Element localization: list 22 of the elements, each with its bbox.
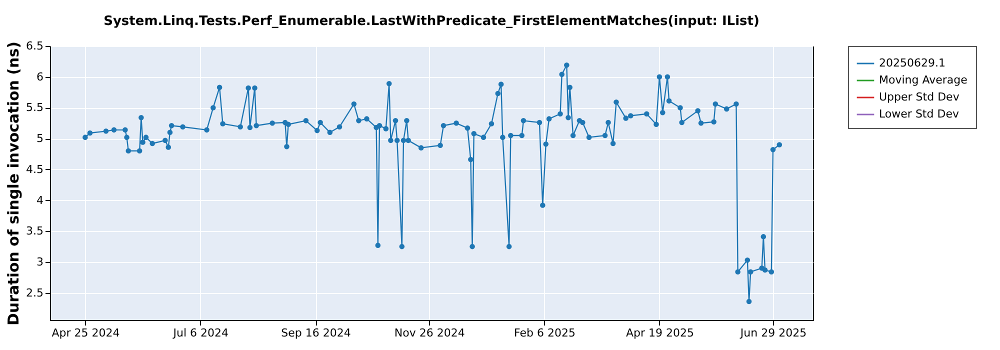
y-tick-label: 4.5 <box>26 162 44 176</box>
y-tick-label: 2.5 <box>26 286 44 300</box>
legend-label: Upper Std Dev <box>879 90 960 104</box>
y-tick-label: 6 <box>36 70 44 84</box>
x-tick-label: Jun 29 2025 <box>739 326 807 340</box>
chart-title: System.Linq.Tests.Perf_Enumerable.LastWithPredicate_FirstElementMatches(input: IList) <box>104 14 760 29</box>
y-tick-label: 3.5 <box>26 224 44 238</box>
x-tick-label: Jul 6 2024 <box>172 326 228 340</box>
x-tick-label: Apr 19 2025 <box>626 326 694 340</box>
y-tick-label: 5.5 <box>26 101 44 114</box>
x-tick-label: Nov 26 2024 <box>394 326 465 340</box>
y-tick-label: 4 <box>36 194 44 207</box>
legend-label: Moving Average <box>879 74 968 86</box>
x-tick-label: Apr 25 2024 <box>52 326 120 340</box>
y-tick-label: 5 <box>36 132 44 146</box>
y-axis-title: Duration of single invocation (ns) <box>4 42 22 326</box>
legend-label: 20250629.1 <box>879 56 946 70</box>
legend-label: Lower Std Dev <box>879 108 960 120</box>
y-tick-label: 6.5 <box>26 40 44 52</box>
y-tick-label: 3 <box>36 255 44 268</box>
x-tick-label: Sep 16 2024 <box>281 326 351 340</box>
x-tick-label: Feb 6 2025 <box>514 326 576 340</box>
